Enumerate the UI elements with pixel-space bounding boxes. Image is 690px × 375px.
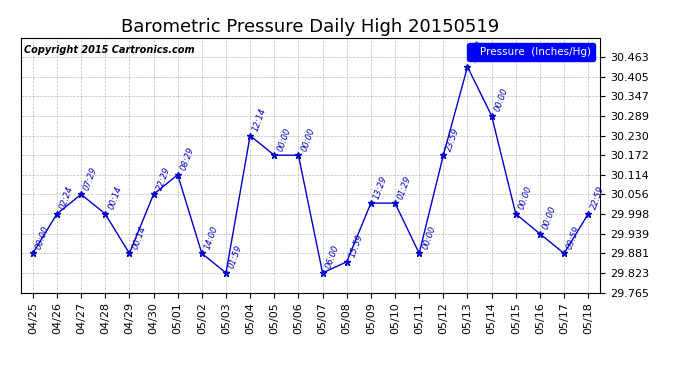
Title: Barometric Pressure Daily High 20150519: Barometric Pressure Daily High 20150519 <box>121 18 500 36</box>
Text: 08:29: 08:29 <box>179 146 196 172</box>
Text: 00:14: 00:14 <box>131 225 148 251</box>
Text: 00:00: 00:00 <box>276 126 293 153</box>
Text: 00:00: 00:00 <box>542 205 558 231</box>
Text: 12:14: 12:14 <box>252 107 268 133</box>
Legend: Pressure  (Inches/Hg): Pressure (Inches/Hg) <box>467 43 595 61</box>
Text: 13:29: 13:29 <box>373 174 389 200</box>
Text: 00:00: 00:00 <box>34 225 51 251</box>
Text: 09:59: 09:59 <box>566 225 582 251</box>
Text: 22:59: 22:59 <box>590 185 607 211</box>
Text: 22:29: 22:29 <box>155 166 172 192</box>
Text: 01:29: 01:29 <box>397 174 413 200</box>
Text: 07:29: 07:29 <box>83 166 99 192</box>
Text: 06:00: 06:00 <box>324 244 341 270</box>
Text: 00:00: 00:00 <box>493 87 510 113</box>
Text: 00:00: 00:00 <box>518 185 534 211</box>
Text: 11:??: 11:?? <box>469 40 485 64</box>
Text: 15:59: 15:59 <box>348 233 365 259</box>
Text: 00:00: 00:00 <box>300 126 317 153</box>
Text: 23:59: 23:59 <box>445 126 462 153</box>
Text: 14:00: 14:00 <box>204 225 220 251</box>
Text: 01:59: 01:59 <box>228 244 244 270</box>
Text: 00:00: 00:00 <box>421 225 437 251</box>
Text: 02:24: 02:24 <box>59 185 75 211</box>
Text: 00:14: 00:14 <box>107 185 124 211</box>
Text: Copyright 2015 Cartronics.com: Copyright 2015 Cartronics.com <box>23 45 194 55</box>
